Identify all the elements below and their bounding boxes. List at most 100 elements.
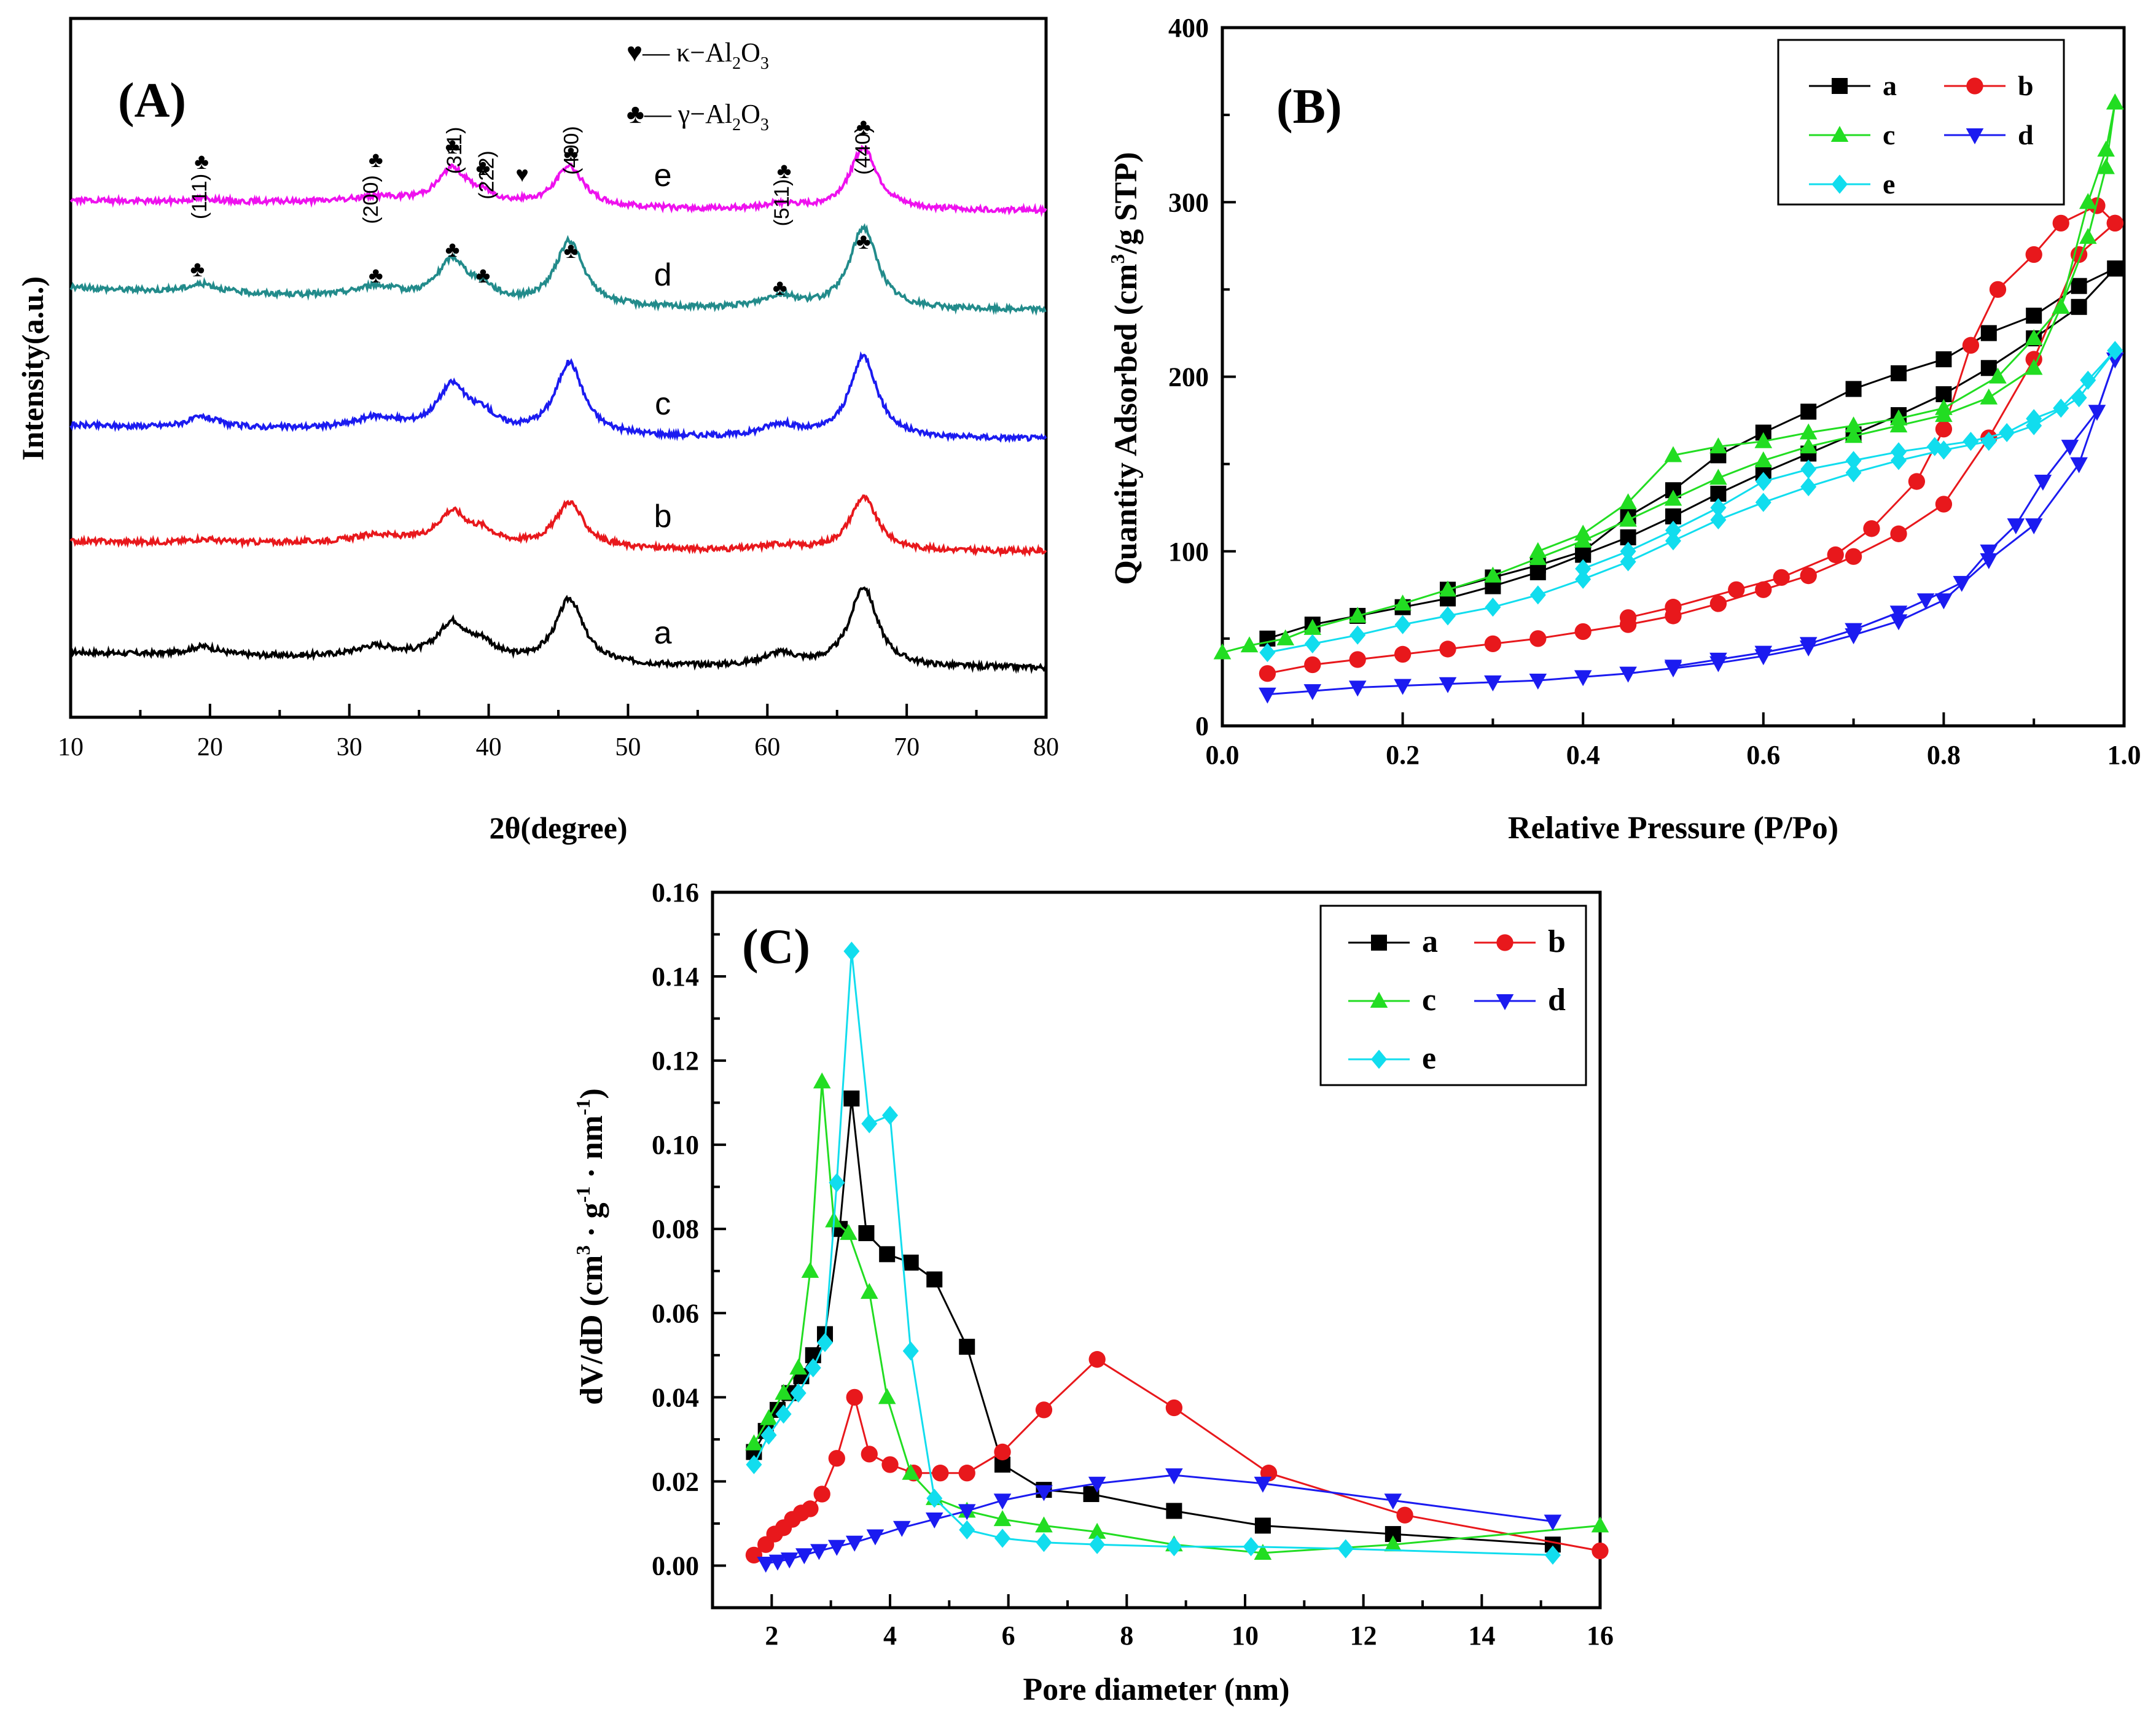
legend-box-c (1319, 905, 1587, 1086)
data-point-c (1529, 542, 1547, 558)
xrd-line-b (69, 494, 1047, 558)
data-point-b (1800, 567, 1817, 585)
x-tick-label-a: 20 (197, 733, 223, 761)
data-point-b (2052, 214, 2069, 232)
data-point-d (1035, 1485, 1053, 1501)
data-point-c (1664, 446, 1682, 462)
series-label-e: e (654, 158, 672, 193)
y-tick-label-c: 0.02 (652, 1466, 699, 1497)
data-point-c (1709, 437, 1727, 454)
legend-label-b: b (1548, 924, 1566, 959)
data-point-b (1728, 581, 1745, 598)
gamma-marker: ♣ (369, 262, 383, 287)
data-point-a (1845, 381, 1862, 397)
isotherm-desorption-a (1447, 267, 2115, 591)
data-point-e (746, 1455, 762, 1474)
data-point-c (1439, 580, 1457, 597)
series-label-c: c (655, 386, 671, 422)
data-point-d (1259, 687, 1276, 704)
y-tick-label-c: 0.12 (652, 1046, 699, 1076)
data-point-e (1665, 521, 1681, 540)
data-point-c (745, 1434, 763, 1450)
data-point-a (1166, 1503, 1182, 1519)
data-point-c (1989, 367, 2007, 384)
data-point-c (2106, 93, 2124, 110)
gamma-marker: ♣ (773, 274, 787, 300)
data-point-e (959, 1520, 975, 1540)
data-point-d (1544, 1514, 1562, 1531)
data-point-d (2061, 440, 2079, 456)
data-point-e (1485, 598, 1501, 617)
data-point-c (2079, 193, 2097, 209)
legend-subscript: 2 (732, 54, 741, 73)
legend-symbol: ♣— γ−Al (627, 99, 732, 129)
legend-box-b (1777, 39, 2065, 206)
legend-label-a: a (1883, 70, 1897, 101)
legend-marker-a (1832, 78, 1848, 94)
legend-text: O (741, 99, 760, 129)
data-point-c (840, 1224, 857, 1240)
y-tick-label-b: 300 (1168, 187, 1209, 217)
x-tick-label-c: 16 (1587, 1621, 1614, 1651)
data-point-d (1889, 605, 1908, 622)
x-tick-label-b: 0.4 (1566, 740, 1600, 770)
data-point-c (1088, 1522, 1106, 1539)
data-point-d (958, 1504, 976, 1520)
data-point-d (757, 1556, 775, 1573)
data-point-b (1529, 630, 1547, 647)
x-tick-label-b: 0.8 (1927, 740, 1961, 770)
data-point-a (1935, 351, 1952, 368)
y-axis-title-a: Intensity(a.u.) (15, 276, 50, 461)
data-point-d (1664, 660, 1682, 676)
data-point-b (1304, 656, 1321, 674)
data-point-a (959, 1339, 975, 1355)
data-point-b (1592, 1542, 1609, 1560)
panel-a: 10 20 30 40 50 60 70 80 2θ(degree) Intensity(a.u.… (15, 17, 1059, 845)
gamma-marker: ♣ (476, 262, 491, 287)
legend-label-e: e (1422, 1041, 1436, 1076)
x-tick-label-a: 60 (754, 733, 780, 761)
data-point-d (2088, 405, 2106, 421)
x-tick-label-c: 6 (1002, 1621, 1015, 1651)
gamma-marker: ♣ (194, 149, 209, 174)
data-point-e (994, 1528, 1011, 1548)
data-point-e (760, 1425, 777, 1445)
data-point-e (790, 1383, 807, 1403)
data-point-e (1575, 559, 1592, 578)
y-title-superscript: -1 (572, 1186, 594, 1203)
legend-entry-a: ♣— γ−Al2O3 (627, 99, 769, 134)
data-point-e (1304, 634, 1321, 654)
data-point-c (878, 1388, 896, 1404)
data-point-b (2025, 246, 2042, 263)
data-point-b (994, 1443, 1011, 1461)
data-point-d (2070, 457, 2088, 473)
data-point-e (1089, 1535, 1106, 1554)
gamma-marker: ♣ (777, 158, 792, 183)
data-point-c (775, 1384, 792, 1400)
isotherm-adsorption-c (1222, 102, 2116, 654)
data-point-a (1980, 325, 1997, 341)
data-point-c (1845, 427, 1862, 443)
data-point-e (1544, 1545, 1561, 1565)
data-point-d (1980, 544, 1998, 561)
data-point-c (1754, 432, 1773, 448)
gamma-marker: ♣ (856, 114, 871, 139)
data-point-c (801, 1261, 819, 1278)
data-point-c (1709, 469, 1727, 485)
data-point-b (932, 1465, 949, 1482)
isotherm-desorption-c (1537, 102, 2116, 553)
data-point-d (1953, 575, 1971, 592)
data-point-e (2080, 370, 2096, 390)
data-point-b (1574, 623, 1592, 640)
data-point-d (2007, 518, 2025, 535)
data-point-d (1254, 1476, 1272, 1493)
data-point-c (1394, 594, 1412, 611)
x-tick-label-c: 2 (765, 1621, 778, 1651)
data-point-b (1396, 1506, 1413, 1524)
data-point-c (860, 1283, 878, 1299)
data-point-d (925, 1513, 943, 1529)
data-point-c (1664, 489, 1682, 506)
data-point-e (1963, 432, 1979, 451)
data-point-c (1799, 423, 1818, 440)
